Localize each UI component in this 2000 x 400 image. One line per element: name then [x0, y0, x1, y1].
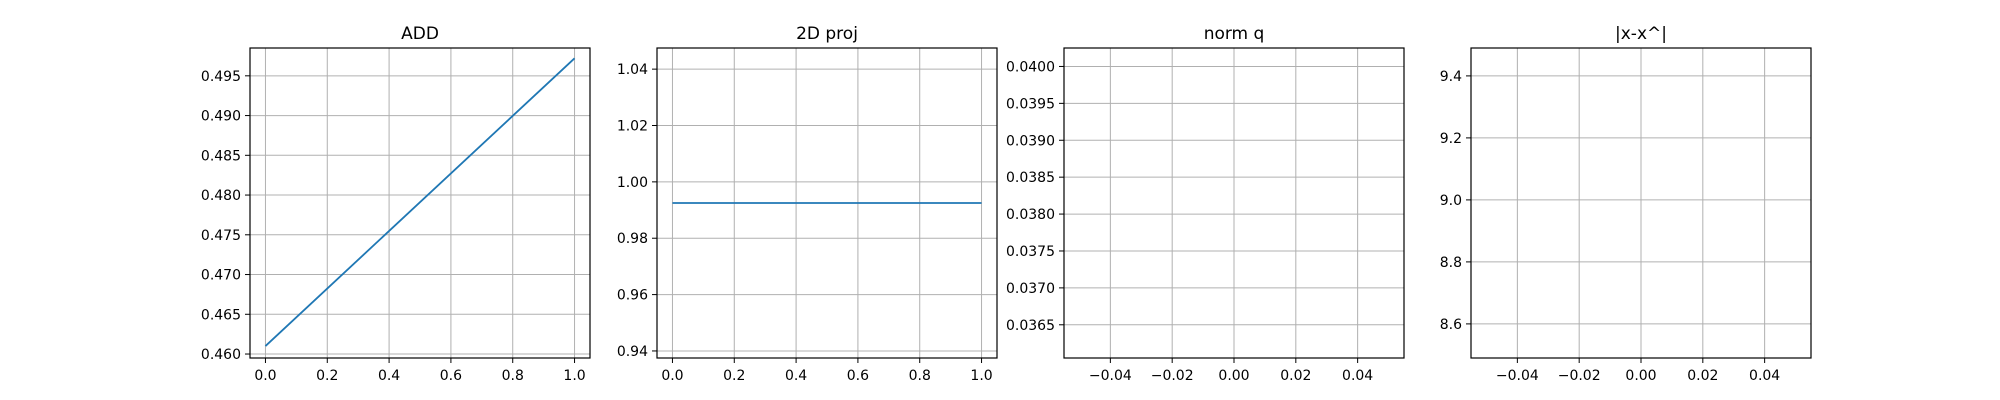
- y-tick-label: 9.0: [1440, 193, 1462, 209]
- subplot-title: |x-x^|: [1615, 24, 1667, 44]
- subplot-add: ADD 0.0 0.2 0.4 0.6 0.8 1.0 0.460 0.465 0.470 0.4…: [201, 24, 591, 384]
- y-tick-label: 0.0400: [1006, 59, 1055, 75]
- y-tick-label: 0.485: [201, 148, 241, 164]
- x-tick-label: 0.4: [785, 368, 807, 384]
- y-tick-label: 0.98: [617, 231, 648, 247]
- x-tick-label: 0.02: [1280, 368, 1311, 384]
- x-tick-label: 0.2: [723, 368, 745, 384]
- x-tick-label: 1.0: [970, 368, 992, 384]
- y-tick-label: 1.00: [617, 175, 648, 191]
- x-tick-label: 0.2: [316, 368, 338, 384]
- x-tick-label: 1.0: [563, 368, 585, 384]
- x-tick-label: 0.4: [378, 368, 400, 384]
- y-tick-label: 0.0390: [1006, 133, 1055, 149]
- x-tick-label: 0.02: [1687, 368, 1718, 384]
- x-tick-label: −0.02: [1151, 368, 1194, 384]
- y-tick-label: 8.6: [1440, 317, 1462, 333]
- y-tick-label: 0.495: [201, 69, 241, 85]
- y-tick-label: 0.460: [201, 347, 241, 363]
- y-tick-label: 8.8: [1440, 255, 1462, 271]
- subplot-norm-q: norm q −0.04 −0.02 0.00 0.02 0.04 0.0365 0.037…: [1006, 24, 1405, 384]
- x-tick-label: −0.04: [1089, 368, 1132, 384]
- series-line: [264, 57, 576, 347]
- axes-frame: [249, 47, 591, 359]
- axes-frame: [656, 47, 998, 359]
- x-tick-label: 0.04: [1342, 368, 1373, 384]
- x-tick-label: 0.00: [1218, 368, 1249, 384]
- y-tick-label: 0.0365: [1006, 318, 1055, 334]
- x-tick-label: 0.6: [847, 368, 869, 384]
- y-tick-label: 0.480: [201, 188, 241, 204]
- y-tick-label: 1.02: [617, 119, 648, 135]
- y-tick-label: 0.0385: [1006, 170, 1055, 186]
- x-tick-label: 0.6: [440, 368, 462, 384]
- y-tick-label: 0.0380: [1006, 207, 1055, 223]
- x-tick-label: 0.04: [1749, 368, 1780, 384]
- subplot-2d-proj: 2D proj 0.0 0.2 0.4 0.6 0.8 1.0 0.94 0.96 0.98 1.…: [617, 24, 998, 384]
- y-tick-label: 0.490: [201, 109, 241, 125]
- subplot-title: ADD: [401, 24, 439, 44]
- x-tick-label: −0.02: [1558, 368, 1601, 384]
- y-tick-label: 0.0370: [1006, 281, 1055, 297]
- x-tick-label: 0.8: [502, 368, 524, 384]
- x-tick-label: 0.0: [254, 368, 276, 384]
- y-tick-label: 9.2: [1440, 131, 1462, 147]
- subplot-title: 2D proj: [796, 24, 858, 44]
- x-tick-label: 0.00: [1625, 368, 1656, 384]
- y-tick-label: 0.0375: [1006, 244, 1055, 260]
- x-tick-label: −0.04: [1496, 368, 1539, 384]
- y-tick-label: 0.470: [201, 268, 241, 284]
- x-tick-label: 0.8: [909, 368, 931, 384]
- y-tick-label: 0.465: [201, 307, 241, 323]
- y-tick-label: 1.04: [617, 62, 648, 78]
- y-tick-label: 0.94: [617, 344, 648, 360]
- x-tick-label: 0.0: [661, 368, 683, 384]
- y-tick-label: 9.4: [1440, 69, 1462, 85]
- y-tick-label: 0.96: [617, 288, 648, 304]
- subplot-abs-error: |x-x^| −0.04 −0.02 0.00 0.02 0.04 8.6 8.8 9.0 9.…: [1440, 24, 1812, 384]
- y-tick-label: 0.0395: [1006, 96, 1055, 112]
- y-tick-label: 0.475: [201, 228, 241, 244]
- subplot-title: norm q: [1204, 24, 1265, 44]
